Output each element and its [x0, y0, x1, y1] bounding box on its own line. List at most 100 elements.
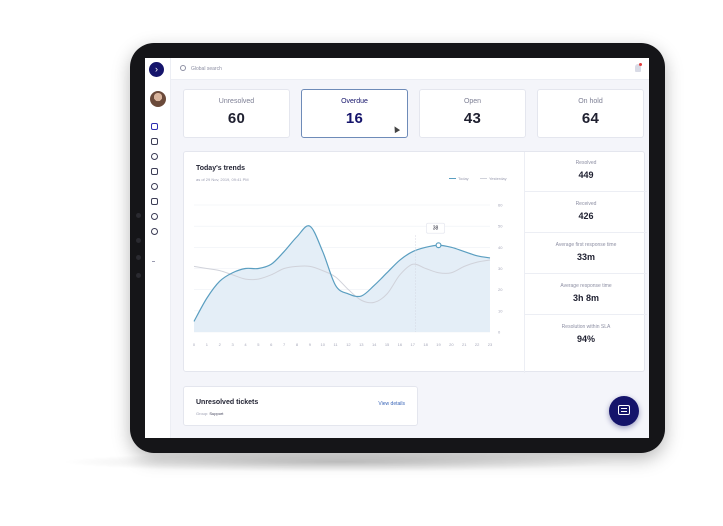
x-tick-label: 18 [423, 342, 428, 347]
y-tick-label: 20 [498, 287, 503, 292]
group-filter: Group: Support [196, 411, 223, 416]
stat-label: Open [463, 98, 482, 105]
x-tick-label: 7 [283, 342, 286, 347]
metric-avg-first-response: Average first response time 33m [525, 234, 647, 274]
sidebar: › [145, 58, 171, 438]
x-tick-label: 20 [449, 342, 454, 347]
metric-label: Received [575, 201, 597, 207]
avatar[interactable] [150, 91, 166, 107]
metric-value: 33m [576, 252, 595, 262]
legend-yesterday[interactable]: Yesterday [489, 176, 507, 181]
x-tick-label: 1 [206, 342, 209, 347]
y-tick-label: 0 [498, 330, 501, 335]
globe-icon[interactable] [151, 153, 158, 160]
yesterday-series-line [193, 259, 491, 304]
metrics-column: Resolved 449 Received 426 Average first … [524, 152, 647, 373]
inbox-icon[interactable] [151, 168, 158, 175]
view-details-link[interactable]: View details [378, 401, 405, 407]
device-sensor [136, 238, 141, 243]
device-camera [136, 213, 141, 218]
metric-value: 426 [578, 211, 594, 221]
trends-title: Today's trends [196, 165, 245, 172]
x-tick-label: 16 [398, 342, 403, 347]
briefcase-icon[interactable] [151, 138, 158, 145]
stat-label: Unresolved [218, 98, 255, 105]
user-icon[interactable] [151, 228, 158, 235]
y-tick-label: 30 [498, 266, 503, 271]
stat-value: 43 [463, 110, 482, 127]
highlight-point [435, 242, 442, 249]
x-tick-label: 14 [372, 342, 377, 347]
edit-icon[interactable] [151, 198, 158, 205]
stat-value: 64 [581, 110, 600, 127]
x-tick-label: 23 [488, 342, 493, 347]
metric-value: 449 [578, 170, 594, 180]
x-tick-label: 6 [270, 342, 273, 347]
trends-subtitle: as of 29 Nov, 2019, 09:41 PM [196, 177, 249, 182]
metric-received: Received 426 [525, 193, 647, 233]
expand-menu-button[interactable]: › [149, 62, 164, 77]
metric-label: Resolved [575, 160, 597, 166]
dashboard-icon[interactable] [151, 123, 158, 130]
x-tick-label: 0 [193, 342, 196, 347]
x-tick-label: 19 [436, 342, 441, 347]
unresolved-title: Unresolved tickets [196, 399, 259, 406]
unresolved-tickets-card: Unresolved tickets Group: Support View d… [183, 386, 418, 426]
stat-value: 60 [227, 110, 246, 127]
chat-icon [618, 405, 630, 415]
x-tick-label: 17 [411, 342, 416, 347]
chat-button[interactable] [609, 396, 639, 426]
metric-label: Resolution within SLA [561, 324, 611, 330]
y-tick-label: 50 [498, 224, 503, 229]
stat-card-overdue[interactable]: Overdue 16 [301, 89, 408, 138]
chevron-right-icon: › [155, 64, 158, 74]
group-value: Support [209, 411, 224, 416]
x-tick-label: 8 [296, 342, 299, 347]
stat-label: On hold [578, 98, 603, 105]
metric-resolved: Resolved 449 [525, 152, 647, 192]
x-tick-label: 9 [309, 342, 312, 347]
metric-avg-response: Average response time 3h 8m [525, 275, 647, 315]
x-tick-label: 2 [219, 342, 222, 347]
more-icon[interactable] [152, 261, 155, 262]
group-label: Group: [196, 411, 209, 416]
x-tick-label: 11 [333, 342, 338, 347]
trends-panel: Today's trends as of 29 Nov, 2019, 09:41… [183, 151, 647, 373]
stat-card-open[interactable]: Open 43 [419, 89, 526, 138]
x-tick-label: 5 [257, 342, 260, 347]
x-tick-label: 4 [244, 342, 247, 347]
search-input[interactable] [191, 63, 351, 75]
top-header [171, 58, 649, 80]
device-sensor [136, 255, 141, 260]
y-tick-label: 10 [498, 308, 503, 313]
y-tick-label: 40 [498, 245, 503, 250]
headset-icon[interactable] [151, 213, 158, 220]
stat-label: Overdue [341, 98, 368, 105]
y-tick-label: 60 [498, 203, 503, 208]
metric-value: 3h 8m [572, 293, 599, 303]
stat-card-on-hold[interactable]: On hold 64 [537, 89, 644, 138]
app-screen: › Unresolved 60 Overdue 16 Open 43 On ho… [145, 58, 649, 438]
legend-today-swatch [449, 178, 456, 179]
tooltip-value: 38 [433, 226, 439, 232]
search-icon [180, 65, 186, 71]
tooltip-box [426, 222, 445, 234]
x-tick-label: 10 [320, 342, 325, 347]
clock-icon[interactable] [151, 183, 158, 190]
x-tick-label: 13 [359, 342, 364, 347]
x-tick-label: 12 [346, 342, 351, 347]
legend-today[interactable]: Today [458, 176, 469, 181]
metric-value: 94% [576, 334, 595, 344]
stat-value: 16 [345, 110, 364, 127]
x-tick-label: 22 [475, 342, 480, 347]
x-tick-label: 3 [231, 342, 234, 347]
metric-label: Average response time [560, 283, 612, 289]
stat-card-unresolved[interactable]: Unresolved 60 [183, 89, 290, 138]
metric-sla: Resolution within SLA 94% [525, 316, 647, 356]
x-tick-label: 21 [462, 342, 467, 347]
legend-yesterday-swatch [480, 178, 487, 179]
notification-icon[interactable] [635, 64, 641, 72]
today-area [194, 225, 490, 332]
x-tick-label: 15 [385, 342, 390, 347]
